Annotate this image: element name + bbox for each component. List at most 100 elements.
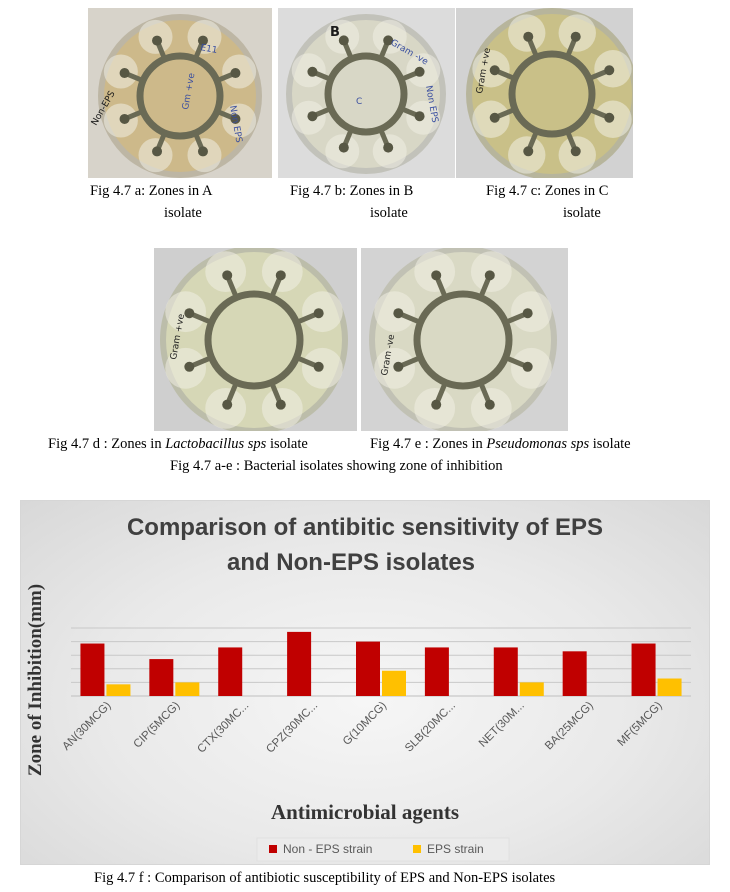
bar-eps: [657, 678, 682, 696]
bar-non-eps: [562, 651, 587, 696]
bar-eps: [106, 684, 131, 696]
antibiotic-disc: [393, 308, 404, 319]
bar-eps: [382, 670, 406, 696]
antibiotic-disc: [313, 361, 324, 372]
antibiotic-disc: [230, 68, 241, 79]
antibiotic-disc: [484, 270, 495, 281]
plate-photo-e: Gram -ve: [361, 248, 568, 431]
antibiotic-disc: [184, 361, 195, 372]
antibiotic-disc: [307, 111, 318, 122]
antibiotic-disc: [393, 361, 404, 372]
bar-eps: [519, 682, 544, 696]
antibiotic-disc: [383, 35, 394, 46]
antibiotic-disc: [522, 308, 533, 319]
plate-c: Gram +ve: [456, 8, 633, 178]
x-tick-label: NET(30M...: [477, 700, 527, 750]
antibiotic-disc: [570, 31, 581, 42]
group-caption: Fig 4.7 a-e : Bacterial isolates showing…: [170, 458, 503, 474]
antibiotic-disc: [523, 146, 534, 157]
plate-label: B: [330, 25, 340, 40]
agar-surface: [375, 252, 551, 428]
antibiotic-disc: [313, 308, 324, 319]
octodisc-ring: [413, 290, 513, 390]
x-tick-label: MF(5MCG): [616, 700, 665, 749]
bar-non-eps: [424, 647, 449, 696]
plate-photo-b: B Gram -ve Non EPS C: [278, 8, 455, 178]
antibiotic-disc: [604, 112, 615, 123]
antibiotic-disc: [523, 31, 534, 42]
x-axis-label: Antimicrobial agents: [271, 800, 459, 824]
plate-e: Gram -ve: [361, 248, 568, 431]
antibiotic-disc: [570, 146, 581, 157]
octodisc-ring: [324, 52, 408, 136]
bar-non-eps: [356, 641, 380, 696]
antibiotic-disc: [338, 142, 349, 153]
antibiotic-disc: [414, 111, 425, 122]
plate-d: Gram +ve: [154, 248, 357, 431]
antibiotic-disc: [197, 146, 208, 157]
octodisc-ring: [508, 50, 596, 138]
antibiotic-disc: [431, 270, 442, 281]
plate-photo-a: Non-EPS E11 Non EPS Gm +ve: [88, 8, 272, 178]
caption-c: Fig 4.7 c: Zones in C isolate: [486, 183, 609, 221]
octodisc-ring: [136, 52, 224, 140]
antibiotic-disc: [338, 35, 349, 46]
bar-non-eps: [493, 647, 518, 696]
x-tick-label: SLB(20MC...: [403, 700, 458, 755]
antibiotic-disc: [522, 361, 533, 372]
plate-photo-c: Gram +ve: [456, 8, 633, 178]
caption-e: Fig 4.7 e : Zones in Pseudomonas sps iso…: [370, 436, 631, 452]
chart-title: Comparison of antibitic sensitivity of E…: [127, 514, 603, 541]
antibiotic-disc: [222, 270, 233, 281]
legend-swatch: [413, 845, 421, 853]
antibiotic-disc: [307, 66, 318, 77]
bar-non-eps: [218, 647, 243, 696]
caption-b: Fig 4.7 b: Zones in B isolate: [290, 183, 414, 221]
antibiotic-disc: [414, 66, 425, 77]
x-tick-label: CIP(5MCG): [131, 700, 182, 751]
chart-panel: Comparison of antibitic sensitivity of E…: [20, 500, 710, 865]
chart-svg: Comparison of antibitic sensitivity of E…: [25, 514, 691, 862]
bar-non-eps: [287, 631, 312, 696]
bar-non-eps: [80, 643, 105, 696]
antibiotic-disc: [275, 399, 286, 410]
x-tick-label: G(10MCG): [341, 700, 389, 748]
x-tick-label: BA(25MCG): [543, 700, 596, 753]
plate-label: E11: [199, 43, 218, 56]
x-tick-label: AN(30MCG): [60, 700, 113, 753]
chart-title-line2: and Non-EPS isolates: [227, 549, 475, 576]
antibiotic-disc: [119, 113, 130, 124]
bar-eps: [175, 682, 200, 696]
antibiotic-disc: [383, 142, 394, 153]
antibiotic-disc: [152, 146, 163, 157]
antibiotic-disc: [489, 112, 500, 123]
legend-box: [256, 837, 510, 862]
caption-d: Fig 4.7 d : Zones in Lactobacillus sps i…: [48, 436, 308, 452]
x-tick-label: CTX(30MC...: [195, 700, 251, 756]
plate-photo-d: Gram +ve: [154, 248, 357, 431]
antibiotic-disc: [119, 68, 130, 79]
caption-a: Fig 4.7 a: Zones in A isolate: [90, 183, 213, 221]
bar-non-eps: [631, 643, 656, 696]
agar-surface: [472, 14, 632, 174]
legend-swatch: [269, 845, 277, 853]
x-tick-label: CPZ(30MC...: [264, 700, 320, 756]
antibiotic-disc: [197, 35, 208, 46]
antibiotic-disc: [230, 113, 241, 124]
chart-caption: Fig 4.7 f : Comparison of antibiotic sus…: [94, 870, 556, 886]
agar-surface: [166, 252, 342, 428]
antibiotic-disc: [431, 399, 442, 410]
legend-label: EPS strain: [427, 842, 484, 856]
antibiotic-disc: [489, 65, 500, 76]
legend-label: Non - EPS strain: [283, 842, 372, 856]
antibiotic-disc: [275, 270, 286, 281]
antibiotic-disc: [484, 399, 495, 410]
octodisc-ring: [204, 290, 304, 390]
antibiotic-disc: [604, 65, 615, 76]
antibiotic-disc: [222, 399, 233, 410]
agar-surface: [104, 20, 256, 172]
y-axis-label: Zone of Inhibition(mm): [25, 584, 46, 776]
agar-surface: [292, 20, 440, 168]
